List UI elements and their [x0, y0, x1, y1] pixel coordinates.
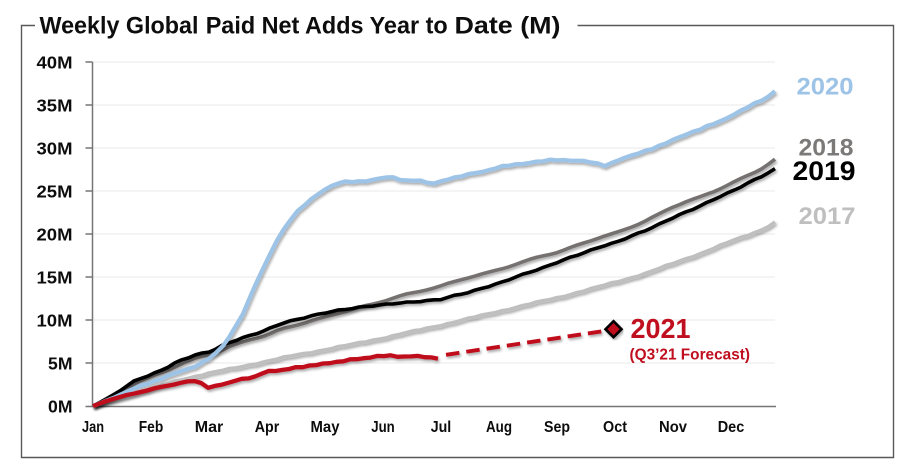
svg-text:15M: 15M [37, 267, 73, 287]
svg-text:Jul: Jul [431, 419, 452, 436]
svg-text:20M: 20M [37, 224, 73, 244]
svg-text:May: May [311, 419, 340, 436]
svg-text:10M: 10M [37, 310, 73, 330]
svg-text:40M: 40M [37, 52, 73, 72]
svg-text:Jan: Jan [82, 419, 104, 436]
svg-text:Weekly Global: Weekly Global [40, 12, 199, 39]
svg-text:2021: 2021 [631, 313, 691, 344]
svg-text:Oct: Oct [603, 419, 627, 436]
svg-text:Dec: Dec [718, 419, 745, 436]
svg-text:25M: 25M [37, 181, 73, 201]
svg-text:Aug: Aug [486, 419, 512, 436]
svg-text:30M: 30M [37, 138, 73, 158]
svg-text:Feb: Feb [139, 419, 164, 436]
svg-text:Jun: Jun [371, 419, 395, 436]
svg-text:Apr: Apr [255, 419, 280, 436]
svg-text:2017: 2017 [799, 203, 856, 230]
svg-text:2018: 2018 [799, 134, 854, 161]
svg-text:Mar: Mar [195, 419, 224, 436]
svg-text:35M: 35M [37, 95, 73, 115]
svg-text:Sep: Sep [544, 419, 570, 436]
svg-text:5M: 5M [48, 353, 72, 373]
svg-text:Nov: Nov [659, 419, 687, 436]
svg-text:2019: 2019 [793, 156, 856, 186]
svg-text:Paid Net Adds Year to: Paid Net Adds Year to [206, 12, 448, 39]
svg-text:0M: 0M [48, 397, 72, 417]
svg-text:Date (M): Date (M) [455, 12, 561, 39]
svg-text:(Q3’21 Forecast): (Q3’21 Forecast) [630, 347, 751, 364]
svg-text:2020: 2020 [797, 74, 854, 101]
